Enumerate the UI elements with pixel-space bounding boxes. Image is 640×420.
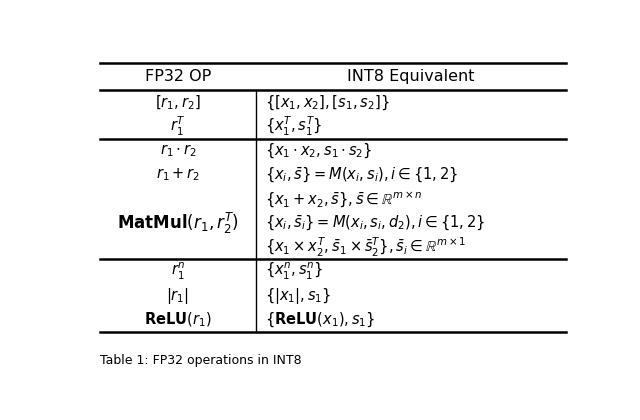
Text: $\{x_1^n, s_1^n\}$: $\{x_1^n, s_1^n\}$ bbox=[265, 261, 323, 282]
Text: $\{x_1 + x_2, \bar{s}\}, \bar{s} \in \mathbb{R}^{m \times n}$: $\{x_1 + x_2, \bar{s}\}, \bar{s} \in \ma… bbox=[265, 189, 422, 209]
Text: $|r_1|$: $|r_1|$ bbox=[166, 286, 189, 306]
Text: $r_1 + r_2$: $r_1 + r_2$ bbox=[156, 167, 200, 183]
Text: $\{[x_1, x_2], [s_1, s_2]\}$: $\{[x_1, x_2], [s_1, s_2]\}$ bbox=[265, 93, 390, 112]
Text: $\{|x_1|, s_1\}$: $\{|x_1|, s_1\}$ bbox=[265, 286, 332, 306]
Text: $\{x_i, \bar{s}_i\} = M(x_i, s_i, d_2), i \in \{1, 2\}$: $\{x_i, \bar{s}_i\} = M(x_i, s_i, d_2), … bbox=[265, 214, 485, 232]
Text: $r_1^T$: $r_1^T$ bbox=[170, 115, 186, 138]
Text: $[r_1, r_2]$: $[r_1, r_2]$ bbox=[155, 93, 201, 112]
Text: $r_1^n$: $r_1^n$ bbox=[171, 261, 185, 282]
Text: $\{\mathbf{ReLU}(x_1), s_1\}$: $\{\mathbf{ReLU}(x_1), s_1\}$ bbox=[265, 310, 375, 329]
Text: INT8 Equivalent: INT8 Equivalent bbox=[348, 69, 475, 84]
Text: $\{x_i, \bar{s}\} = M(x_i, s_i), i \in \{1, 2\}$: $\{x_i, \bar{s}\} = M(x_i, s_i), i \in \… bbox=[265, 165, 458, 184]
Text: $\mathbf{ReLU}(r_1)$: $\mathbf{ReLU}(r_1)$ bbox=[144, 310, 212, 329]
Text: $r_1 \cdot r_2$: $r_1 \cdot r_2$ bbox=[159, 142, 196, 159]
Text: Table 1: FP32 operations in INT8: Table 1: FP32 operations in INT8 bbox=[100, 354, 301, 368]
Text: $\mathbf{MatMul}(r_1, r_2^T)$: $\mathbf{MatMul}(r_1, r_2^T)$ bbox=[117, 210, 239, 236]
Text: $\{x_1 \cdot x_2, s_1 \cdot s_2\}$: $\{x_1 \cdot x_2, s_1 \cdot s_2\}$ bbox=[265, 142, 372, 160]
Text: FP32 OP: FP32 OP bbox=[145, 69, 211, 84]
Text: $\{x_1 \times x_2^T, \bar{s}_1 \times \bar{s}_2^T\}, \bar{s}_i \in \mathbb{R}^{m: $\{x_1 \times x_2^T, \bar{s}_1 \times \b… bbox=[265, 236, 466, 259]
Text: $\{x_1^T, s_1^T\}$: $\{x_1^T, s_1^T\}$ bbox=[265, 115, 323, 138]
